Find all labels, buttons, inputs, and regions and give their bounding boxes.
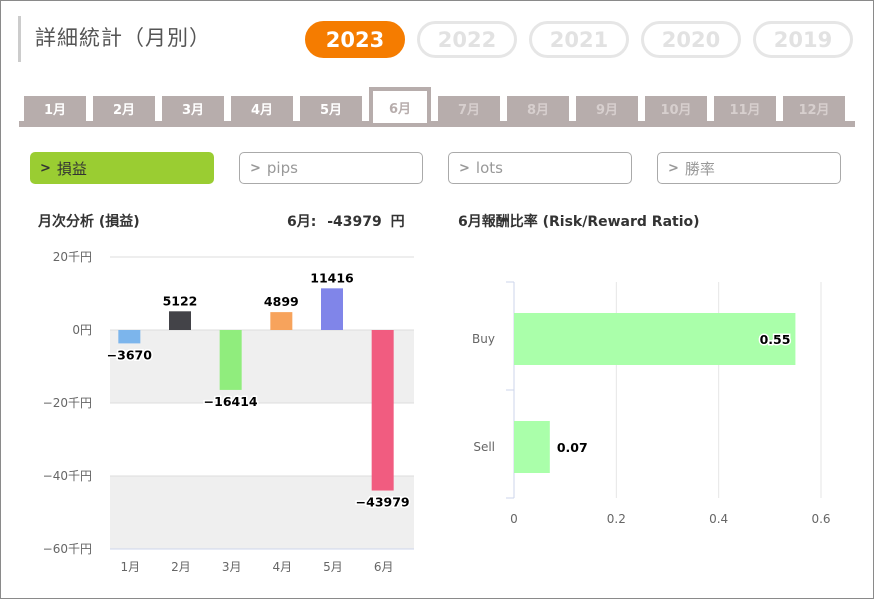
y-tick-label: Sell (473, 440, 495, 454)
summary-value: -43979 (327, 214, 382, 230)
x-tick-label: 6月 (374, 560, 394, 574)
bar (371, 330, 394, 491)
tab-month-10[interactable]: 10月 (645, 96, 707, 121)
tab-month-12[interactable]: 12月 (783, 96, 845, 121)
data-label: 0.55 (760, 332, 791, 347)
tab-month-2[interactable]: 2月 (93, 96, 155, 121)
x-tick-label: 0.6 (811, 512, 830, 526)
bar (270, 312, 293, 330)
plot-band (110, 476, 414, 549)
tab-month-3[interactable]: 3月 (162, 96, 224, 121)
month-tab-underline (19, 121, 855, 127)
monthly-profit-chart: 20千円 0円 −20千円 −40千円 −60千円 −3670 1月 5122 2月 −16414… (43, 250, 414, 574)
tab-month-8[interactable]: 8月 (507, 96, 569, 121)
data-label: 4899 (264, 294, 299, 309)
plot-band (110, 330, 414, 403)
data-label: −3670 (107, 347, 153, 362)
risk-reward-chart: 0 0.2 0.4 0.6 Buy 0.55 Sell 0.07 (472, 281, 831, 526)
y-tick-label: 0円 (72, 323, 92, 337)
metric-button-pips[interactable]: > pips (239, 152, 423, 184)
chevron-right-icon: > (668, 160, 679, 176)
x-tick-label: 2月 (171, 560, 191, 574)
bar (118, 330, 141, 344)
y-tick-label: Buy (472, 332, 495, 346)
year-button-2019[interactable]: 2019 (753, 21, 853, 58)
chevron-right-icon: > (40, 160, 51, 176)
year-button-2023[interactable]: 2023 (305, 21, 405, 58)
monthly-chart-title: 月次分析 (損益) (38, 214, 140, 230)
bar (514, 313, 796, 365)
bar (321, 288, 343, 330)
bar (514, 421, 550, 473)
tab-month-9[interactable]: 9月 (576, 96, 638, 121)
tab-month-7[interactable]: 7月 (438, 96, 500, 121)
metric-button-winrate[interactable]: > 勝率 (657, 152, 841, 184)
ratio-chart-title: 6月報酬比率 (Risk/Reward Ratio) (458, 214, 700, 230)
monthly-summary: 6月: -43979 円 (287, 211, 405, 231)
x-tick-label: 0.2 (607, 512, 626, 526)
y-tick-label: −40千円 (43, 469, 92, 483)
data-label: 0.07 (557, 440, 588, 455)
metric-button-profit[interactable]: > 損益 (30, 152, 214, 184)
data-label: 11416 (310, 270, 354, 285)
tab-month-4[interactable]: 4月 (231, 96, 293, 121)
chevron-right-icon: > (250, 160, 261, 176)
x-tick-label: 1月 (121, 560, 141, 574)
year-button-2021[interactable]: 2021 (529, 21, 629, 58)
month-tabs: 1月 2月 3月 4月 5月 6月 7月 8月 9月 10月 11月 12月 (24, 87, 845, 123)
title-section: 詳細統計（月別） (18, 16, 211, 62)
x-tick-label: 4月 (273, 560, 293, 574)
year-button-2022[interactable]: 2022 (417, 21, 517, 58)
chevron-right-icon: > (459, 160, 470, 176)
tab-month-5[interactable]: 5月 (300, 96, 362, 121)
year-button-2020[interactable]: 2020 (641, 21, 741, 58)
bar (169, 311, 191, 330)
summary-unit: 円 (390, 214, 405, 230)
y-tick-label: 20千円 (53, 250, 92, 264)
y-tick-label: −20千円 (43, 396, 92, 410)
y-tick-label: −60千円 (43, 542, 92, 556)
metric-selector: > 損益 > pips > lots > 勝率 (30, 152, 841, 184)
metric-button-lots[interactable]: > lots (448, 152, 632, 184)
data-label: −16414 (204, 394, 258, 409)
x-tick-label: 5月 (323, 560, 343, 574)
metric-label: lots (475, 159, 503, 177)
x-tick-label: 0 (510, 512, 518, 526)
summary-month: 6月: (287, 214, 317, 230)
metric-label: pips (266, 159, 298, 177)
page-title: 詳細統計（月別） (35, 26, 211, 50)
metric-label: 勝率 (684, 159, 715, 178)
tab-month-11[interactable]: 11月 (714, 96, 776, 121)
x-tick-label: 0.4 (709, 512, 728, 526)
tab-month-6[interactable]: 6月 (369, 87, 431, 123)
bar (219, 330, 242, 390)
metric-label: 損益 (56, 159, 87, 178)
data-label: −43979 (356, 495, 410, 510)
tab-month-1[interactable]: 1月 (24, 96, 86, 121)
x-tick-label: 3月 (222, 560, 242, 574)
year-selector: 2023 2022 2021 2020 2019 (305, 21, 853, 58)
data-label: 5122 (163, 293, 198, 308)
